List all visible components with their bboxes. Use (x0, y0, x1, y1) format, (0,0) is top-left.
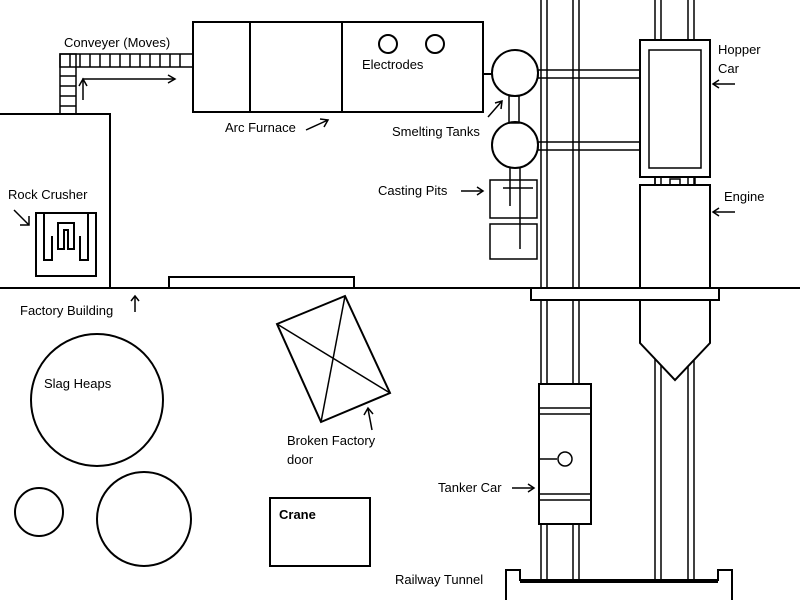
broken-factory-door (275, 294, 392, 424)
broken-door-label-line1: Broken Factory (287, 433, 376, 448)
hopper-car-arrow (711, 79, 735, 89)
arc-furnace-label: Arc Furnace (225, 120, 296, 135)
tanker-car (538, 383, 592, 525)
smelting-tanks-arrow (487, 99, 503, 118)
slag-heaps (14, 333, 192, 567)
smelting-tanks (483, 49, 657, 169)
electrodes-label: Electrodes (362, 57, 424, 72)
rail-bridge-deck (530, 287, 720, 301)
rock-crusher-arrow (13, 209, 30, 226)
factory-building-label: Factory Building (20, 303, 113, 318)
tanker-car-arrow (512, 483, 536, 493)
hopper-car-label-line2: Car (718, 61, 740, 76)
smelting-tanks-label: Smelting Tanks (392, 124, 480, 139)
rock-crusher (35, 212, 97, 277)
factory-building-arrow (130, 294, 140, 312)
arc-furnace-arrow (305, 118, 330, 131)
railway-tunnel-label: Railway Tunnel (395, 572, 483, 587)
conveyer-label: Conveyer (Moves) (64, 35, 170, 50)
engine-arrow (711, 207, 735, 217)
crane-label: Crane (279, 507, 316, 522)
floor-slab (168, 276, 355, 289)
tanker-car-label: Tanker Car (438, 480, 502, 495)
casting-pits-arrow (461, 186, 485, 196)
engine-label: Engine (724, 189, 764, 204)
broken-door-label-line2: door (287, 452, 314, 467)
railway-tunnel (505, 569, 733, 600)
arc-furnace (192, 21, 484, 113)
broken-door-arrow (363, 406, 374, 431)
rock-crusher-label: Rock Crusher (8, 187, 88, 202)
slag-heaps-label: Slag Heaps (44, 376, 112, 391)
casting-pits-label: Casting Pits (378, 183, 448, 198)
crane (269, 497, 371, 567)
conveyer-direction-arrow (78, 74, 177, 100)
hopper-car (639, 39, 711, 186)
electrodes (378, 34, 445, 54)
engine (639, 178, 711, 382)
casting-pits (489, 168, 538, 260)
hopper-car-label-line1: Hopper (718, 42, 761, 57)
